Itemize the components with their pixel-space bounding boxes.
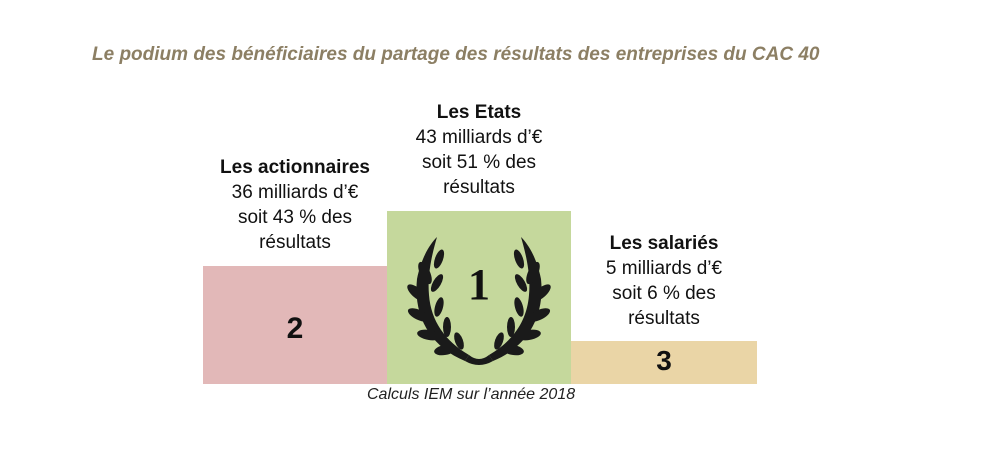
first-share-cont: résultats <box>443 177 515 198</box>
second-share: soit 43 % des <box>237 207 353 228</box>
third-share: soit 6 % des <box>612 283 716 304</box>
chart-title: Le podium des bénéficiaires du partage d… <box>92 44 820 65</box>
first-amount: 43 milliards d’€ <box>415 127 543 148</box>
label-first: Les Etats 43 milliards d’€ soit 51 % des… <box>379 100 579 200</box>
third-name: Les salariés <box>609 233 719 254</box>
source-footnote: Calculs IEM sur l’année 2018 <box>367 386 576 403</box>
third-share-cont: résultats <box>628 308 700 329</box>
rank-2-number: 2 <box>286 312 304 345</box>
second-share-cont: résultats <box>259 232 331 253</box>
second-name: Les actionnaires <box>220 157 370 178</box>
rank-3-number: 3 <box>656 345 672 376</box>
third-amount: 5 milliards d’€ <box>605 258 723 279</box>
first-name: Les Etats <box>436 102 522 123</box>
laurel-wreath-icon <box>407 237 551 365</box>
podium-step-3: 3 <box>571 341 757 384</box>
rank-1-number: 1 <box>468 260 490 309</box>
second-amount: 36 milliards d’€ <box>231 182 359 203</box>
first-share: soit 51 % des <box>421 152 537 173</box>
podium-step-2: 2 <box>203 266 387 384</box>
label-second: Les actionnaires 36 milliards d’€ soit 4… <box>195 155 395 255</box>
label-third: Les salariés 5 milliards d’€ soit 6 % de… <box>564 231 764 331</box>
podium-step-1: 1 <box>387 211 571 384</box>
